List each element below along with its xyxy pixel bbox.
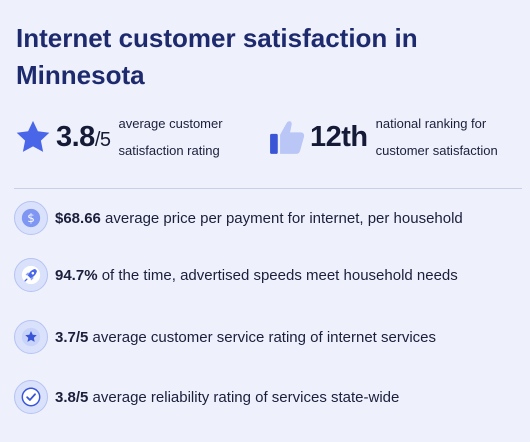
dollar-icon: $ — [14, 201, 48, 235]
national-ranking-caption: national ranking for customer satisfacti… — [375, 116, 498, 158]
fact-row-customer-service: 3.7/5 average customer service rating of… — [14, 320, 436, 354]
star-icon — [14, 320, 48, 354]
fact-row-price: $ $68.66 average price per payment for i… — [14, 201, 463, 235]
fact-row-speed: 94.7% of the time, advertised speeds mee… — [14, 258, 458, 292]
satisfaction-rating-stat: 3.8/5 average customer satisfaction rati… — [14, 110, 223, 164]
star-icon — [16, 120, 50, 152]
svg-text:$: $ — [27, 211, 35, 225]
section-divider — [14, 188, 522, 189]
fact-row-reliability: 3.8/5 average reliability rating of serv… — [14, 380, 399, 414]
national-ranking-value: 12th — [310, 120, 368, 153]
page-title: Internet customer satisfaction in Minnes… — [16, 23, 418, 90]
fact-text: 94.7% of the time, advertised speeds mee… — [55, 266, 458, 284]
rocket-icon — [14, 258, 48, 292]
satisfaction-rating-value: 3.8/5 — [56, 120, 111, 153]
thumbs-up-icon — [270, 121, 305, 154]
national-ranking-stat: 12th national ranking for customer satis… — [268, 110, 498, 164]
fact-text: 3.7/5 average customer service rating of… — [55, 328, 437, 346]
fact-text: 3.8/5 average reliability rating of serv… — [55, 388, 400, 406]
checkmark-icon — [14, 380, 48, 414]
fact-text: $68.66 average price per payment for int… — [55, 209, 463, 227]
satisfaction-rating-caption: average customer satisfaction rating — [118, 116, 223, 158]
